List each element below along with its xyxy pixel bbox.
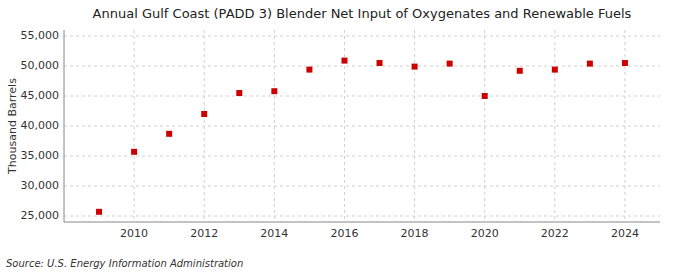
chart: 25,000 30,000 35,000 40,000 45,000 50,000 55,0… bbox=[0, 0, 675, 275]
y-axis-label: Thousand Barrels bbox=[6, 78, 19, 175]
x-tick-label: 2010 bbox=[120, 227, 148, 240]
x-grid-line bbox=[204, 30, 205, 222]
point bbox=[131, 149, 137, 155]
x-tick-label: 2012 bbox=[190, 227, 218, 240]
point bbox=[96, 209, 102, 215]
point bbox=[201, 111, 207, 117]
y-tick-label: 30,000 bbox=[21, 179, 60, 192]
tick-labels: 25,000 30,000 35,000 40,000 45,000 50,000 55,0… bbox=[21, 29, 639, 240]
x-tick-label: 2024 bbox=[611, 227, 639, 240]
source: Source: U.S. Energy Information Administ… bbox=[6, 258, 243, 269]
point bbox=[341, 58, 347, 64]
x-grid-line bbox=[414, 30, 415, 222]
y-grid-line bbox=[64, 186, 660, 187]
y-grid-line bbox=[64, 216, 660, 217]
point bbox=[482, 93, 488, 99]
x-tick-label: 2016 bbox=[330, 227, 358, 240]
grid bbox=[64, 30, 660, 222]
x-grid-line bbox=[624, 30, 625, 222]
x-axis-line bbox=[64, 222, 660, 223]
points bbox=[96, 58, 628, 215]
point bbox=[622, 60, 628, 66]
y-grid-line bbox=[64, 36, 660, 37]
y-tick-label: 50,000 bbox=[21, 59, 60, 72]
x-grid-line bbox=[274, 30, 275, 222]
y-axis-line bbox=[64, 30, 65, 222]
point bbox=[412, 64, 418, 70]
point bbox=[306, 67, 312, 73]
x-grid-line bbox=[484, 30, 485, 222]
y-tick-label: 25,000 bbox=[21, 209, 60, 222]
point bbox=[517, 68, 523, 74]
point bbox=[271, 88, 277, 94]
point bbox=[377, 60, 383, 66]
x-tick-label: 2020 bbox=[471, 227, 499, 240]
x-tick-label: 2014 bbox=[260, 227, 288, 240]
point bbox=[587, 61, 593, 67]
x-tick-label: 2018 bbox=[401, 227, 429, 240]
point bbox=[236, 90, 242, 96]
y-grid-line bbox=[64, 96, 660, 97]
y-grid-line bbox=[64, 156, 660, 157]
y-tick-label: 40,000 bbox=[21, 119, 60, 132]
point bbox=[166, 131, 172, 137]
y-tick-label: 45,000 bbox=[21, 89, 60, 102]
x-grid-line bbox=[134, 30, 135, 222]
x-tick-label: 2022 bbox=[541, 227, 569, 240]
x-grid-line bbox=[554, 30, 555, 222]
y-grid-line bbox=[64, 126, 660, 127]
title: Annual Gulf Coast (PADD 3) Blender Net I… bbox=[93, 6, 632, 21]
point bbox=[447, 61, 453, 67]
y-tick-label: 35,000 bbox=[21, 149, 60, 162]
y-grid-line bbox=[64, 66, 660, 67]
point bbox=[552, 67, 558, 73]
y-tick-label: 55,000 bbox=[21, 29, 60, 42]
